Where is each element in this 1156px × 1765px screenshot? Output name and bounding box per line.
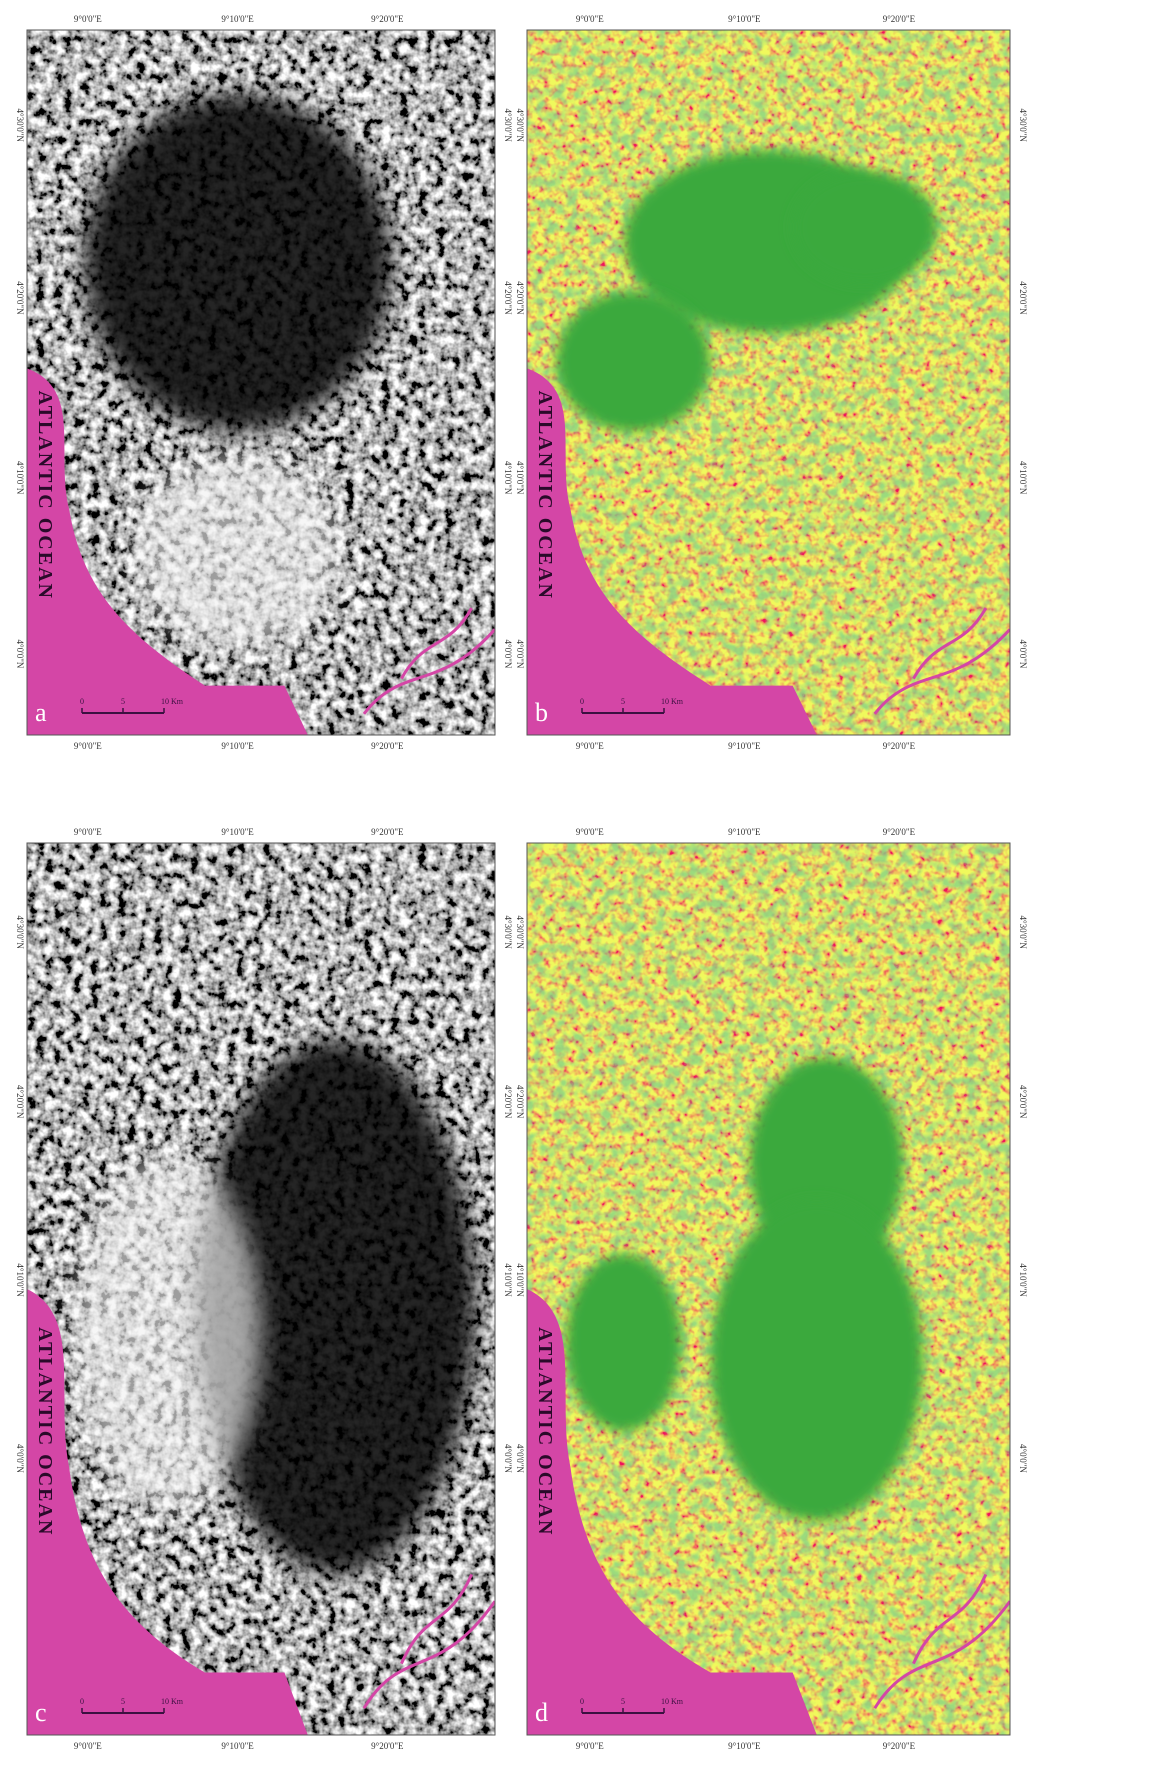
longitude-label: 9°10'0"E xyxy=(221,827,254,837)
scale-label: 0 xyxy=(580,1697,584,1706)
latitude-label: 4°30'0"N xyxy=(503,108,513,142)
longitude-label: 9°20'0"E xyxy=(883,827,916,837)
longitude-label: 9°10'0"E xyxy=(221,741,254,751)
bright-slope xyxy=(135,453,341,650)
scale-label: 5 xyxy=(621,1697,625,1706)
latitude-label: 4°0'0"N xyxy=(1018,1444,1028,1473)
latitude-label: 4°20'0"N xyxy=(15,1085,25,1119)
scale-label: 5 xyxy=(621,697,625,706)
figure: 9°0'0"E 9°0'0"E 9°10'0"E 9°10'0"E 9°20'0"E 9°… xyxy=(0,0,1156,1760)
green-region xyxy=(793,171,938,284)
longitude-label: 9°10'0"E xyxy=(728,827,761,837)
dark-region xyxy=(83,93,392,431)
longitude-label: 9°10'0"E xyxy=(728,741,761,751)
map-image xyxy=(527,30,1010,735)
latitude-label: 4°30'0"N xyxy=(515,108,525,142)
ocean-label: ATLANTIC OCEAN xyxy=(34,1327,56,1536)
latitude-label: 4°20'0"N xyxy=(503,1085,513,1119)
longitude-label: 9°20'0"E xyxy=(883,14,916,24)
map-panel: 9°0'0"E 9°0'0"E 9°10'0"E 9°10'0"E 9°20'0"E 9°… xyxy=(15,827,513,1751)
latitude-label: 4°10'0"N xyxy=(1018,461,1028,495)
scale-label: 5 xyxy=(121,697,125,706)
scale-label: 0 xyxy=(80,1697,84,1706)
longitude-label: 9°10'0"E xyxy=(221,14,254,24)
latitude-label: 4°0'0"N xyxy=(503,639,513,668)
panel-label: c xyxy=(35,1698,47,1727)
map-panel: 9°0'0"E 9°0'0"E 9°10'0"E 9°10'0"E 9°20'0"E 9°… xyxy=(15,14,513,751)
latitude-label: 4°0'0"N xyxy=(515,639,525,668)
longitude-label: 9°20'0"E xyxy=(371,741,404,751)
scale-label: 10 Km xyxy=(661,1697,684,1706)
latitude-label: 4°20'0"N xyxy=(515,1085,525,1119)
latitude-label: 4°30'0"N xyxy=(503,915,513,949)
longitude-label: 9°20'0"E xyxy=(371,827,404,837)
longitude-label: 9°0'0"E xyxy=(74,14,102,24)
map-panel: 9°0'0"E 9°0'0"E 9°10'0"E 9°10'0"E 9°20'0"E 9°… xyxy=(515,14,1028,751)
latitude-label: 4°20'0"N xyxy=(15,281,25,315)
panel-label: b xyxy=(535,698,548,727)
latitude-label: 4°30'0"N xyxy=(515,915,525,949)
latitude-label: 4°10'0"N xyxy=(15,461,25,495)
longitude-label: 9°0'0"E xyxy=(74,741,102,751)
latitude-label: 4°20'0"N xyxy=(515,281,525,315)
scale-label: 10 Km xyxy=(161,1697,184,1706)
latitude-label: 4°30'0"N xyxy=(15,915,25,949)
green-region xyxy=(711,1200,924,1521)
map-image xyxy=(527,843,1010,1735)
latitude-label: 4°10'0"N xyxy=(15,1263,25,1297)
ocean-label: ATLANTIC OCEAN xyxy=(534,391,556,600)
latitude-label: 4°0'0"N xyxy=(515,1444,525,1473)
green-region xyxy=(566,1253,682,1431)
latitude-label: 4°0'0"N xyxy=(1018,639,1028,668)
scale-label: 10 Km xyxy=(661,697,684,706)
longitude-label: 9°20'0"E xyxy=(371,1741,404,1751)
latitude-label: 4°30'0"N xyxy=(15,108,25,142)
longitude-label: 9°0'0"E xyxy=(576,827,604,837)
longitude-label: 9°10'0"E xyxy=(728,1741,761,1751)
latitude-label: 4°30'0"N xyxy=(1018,108,1028,142)
scale-label: 0 xyxy=(580,697,584,706)
green-region xyxy=(556,291,711,432)
longitude-label: 9°0'0"E xyxy=(576,14,604,24)
map-panel: 9°0'0"E 9°0'0"E 9°10'0"E 9°10'0"E 9°20'0"E 9°… xyxy=(515,827,1028,1751)
latitude-label: 4°10'0"N xyxy=(515,1263,525,1297)
map-image xyxy=(27,30,495,735)
latitude-label: 4°20'0"N xyxy=(1018,1085,1028,1119)
scale-label: 5 xyxy=(121,1697,125,1706)
latitude-label: 4°10'0"N xyxy=(503,461,513,495)
latitude-label: 4°10'0"N xyxy=(503,1263,513,1297)
latitude-label: 4°30'0"N xyxy=(1018,915,1028,949)
latitude-label: 4°0'0"N xyxy=(15,1444,25,1473)
longitude-label: 9°10'0"E xyxy=(728,14,761,24)
longitude-label: 9°0'0"E xyxy=(576,1741,604,1751)
latitude-label: 4°10'0"N xyxy=(515,461,525,495)
ocean-label: ATLANTIC OCEAN xyxy=(34,391,56,600)
longitude-label: 9°20'0"E xyxy=(883,1741,916,1751)
ocean-label: ATLANTIC OCEAN xyxy=(534,1327,556,1536)
longitude-label: 9°0'0"E xyxy=(74,1741,102,1751)
panel-label: a xyxy=(35,698,47,727)
bright-slope xyxy=(74,1155,261,1512)
longitude-label: 9°10'0"E xyxy=(221,1741,254,1751)
latitude-label: 4°20'0"N xyxy=(503,281,513,315)
scale-label: 10 Km xyxy=(161,697,184,706)
latitude-label: 4°0'0"N xyxy=(15,639,25,668)
latitude-label: 4°10'0"N xyxy=(1018,1263,1028,1297)
scale-label: 0 xyxy=(80,697,84,706)
longitude-label: 9°20'0"E xyxy=(371,14,404,24)
longitude-label: 9°0'0"E xyxy=(576,741,604,751)
latitude-label: 4°0'0"N xyxy=(503,1444,513,1473)
latitude-label: 4°20'0"N xyxy=(1018,281,1028,315)
longitude-label: 9°0'0"E xyxy=(74,827,102,837)
panel-label: d xyxy=(535,1698,548,1727)
longitude-label: 9°20'0"E xyxy=(883,741,916,751)
map-image xyxy=(27,843,495,1735)
